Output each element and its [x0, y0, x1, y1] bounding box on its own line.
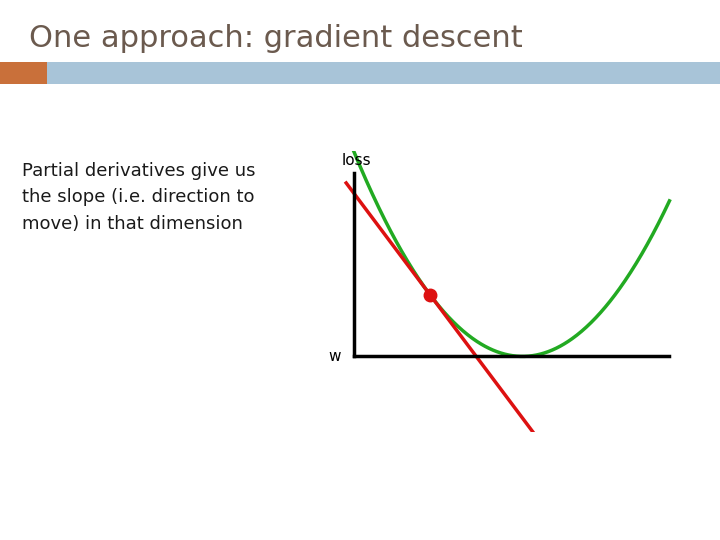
Bar	[47, 62, 720, 84]
Bar	[0, 62, 47, 84]
Text: Partial derivatives give us
the slope (i.e. direction to
move) in that dimension: Partial derivatives give us the slope (i…	[22, 162, 255, 233]
Text: One approach: gradient descent: One approach: gradient descent	[29, 24, 523, 53]
Text: w: w	[328, 349, 341, 364]
Text: loss: loss	[342, 153, 372, 168]
